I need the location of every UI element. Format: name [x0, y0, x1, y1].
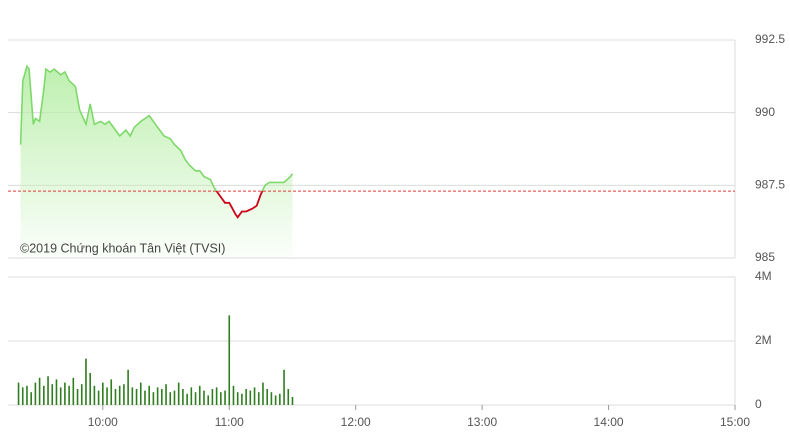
x-tick-label: 12:00	[341, 415, 371, 429]
volume-bar	[279, 393, 281, 405]
volume-bar	[177, 382, 180, 405]
volume-bar	[89, 373, 91, 405]
volume-bar	[198, 385, 201, 405]
volume-bar	[148, 385, 150, 405]
volume-bar	[173, 390, 176, 405]
volume-bar	[156, 387, 159, 405]
volume-bar	[68, 385, 70, 405]
volume-bar	[93, 385, 96, 405]
volume-bar	[169, 392, 172, 405]
x-tick-label: 11:00	[215, 415, 244, 429]
volume-bar	[215, 387, 218, 405]
x-tick-label: 15:00	[720, 415, 750, 429]
volume-bar	[26, 385, 28, 405]
volume-bar	[144, 390, 146, 405]
volume-bar	[110, 379, 113, 405]
price-line-below	[215, 191, 264, 219]
volume-bar	[274, 395, 277, 405]
volume-bar	[262, 382, 264, 405]
volume-bar	[245, 389, 247, 405]
volume-bar	[30, 392, 32, 405]
volume-bar	[123, 384, 125, 405]
volume-bar	[165, 384, 167, 405]
volume-bar	[80, 384, 83, 405]
volume-bar	[38, 377, 41, 405]
y-tick-label: 992.5	[755, 32, 785, 46]
y-tick-label: 987.5	[755, 178, 785, 192]
volume-bar	[55, 379, 58, 405]
x-tick-label: 14:00	[594, 415, 624, 429]
y-tick-label: 4M	[755, 269, 772, 283]
volume-bar	[194, 392, 197, 405]
volume-bar	[249, 390, 252, 405]
volume-bar	[228, 315, 231, 405]
volume-bar	[72, 377, 75, 405]
volume-bar	[97, 390, 100, 405]
volume-bar	[232, 385, 235, 405]
x-tick-label: 13:00	[467, 415, 497, 429]
volume-bar	[59, 387, 62, 405]
volume-bar	[47, 376, 49, 405]
volume-bar	[17, 382, 20, 405]
volume-bar	[34, 382, 37, 405]
volume-bar	[207, 395, 209, 405]
volume-bar	[211, 389, 214, 405]
y-tick-label: 2M	[755, 333, 772, 347]
volume-bar	[85, 358, 87, 405]
volume-bar	[283, 369, 285, 405]
volume-bar	[182, 389, 184, 405]
volume-bar	[224, 390, 226, 405]
volume-bar	[186, 393, 188, 405]
price-area	[20, 66, 293, 258]
volume-bar	[190, 387, 193, 405]
volume-bar	[51, 384, 54, 405]
volume-bar	[161, 389, 163, 405]
volume-bar	[102, 382, 104, 405]
volume-bar	[291, 397, 294, 405]
volume-bar	[106, 387, 108, 405]
volume-bar	[21, 387, 24, 405]
volume-bar	[64, 382, 66, 405]
volume-bar	[253, 387, 256, 405]
x-tick-label: 10:00	[88, 415, 118, 429]
watermark: ©2019 Chứng khoán Tân Việt (TVSI)	[20, 241, 225, 255]
volume-bar	[135, 389, 138, 405]
y-tick-label: 985	[755, 250, 775, 264]
volume-bar	[287, 389, 290, 405]
volume-bar	[241, 393, 243, 405]
volume-bar	[76, 389, 79, 405]
volume-bar	[43, 385, 45, 405]
volume-bar	[127, 369, 129, 405]
volume-bar	[236, 392, 239, 405]
volume-bar	[266, 389, 268, 405]
volume-bar	[270, 392, 273, 405]
y-tick-label: 0	[755, 397, 762, 411]
volume-bar	[139, 382, 142, 405]
volume-bar	[114, 389, 117, 405]
volume-bar	[152, 392, 155, 405]
volume-bar	[203, 390, 205, 405]
volume-bar	[220, 392, 222, 405]
volume-bar	[118, 385, 121, 405]
volume-bar	[257, 392, 260, 405]
y-tick-label: 990	[755, 105, 775, 119]
volume-bar	[131, 387, 134, 405]
